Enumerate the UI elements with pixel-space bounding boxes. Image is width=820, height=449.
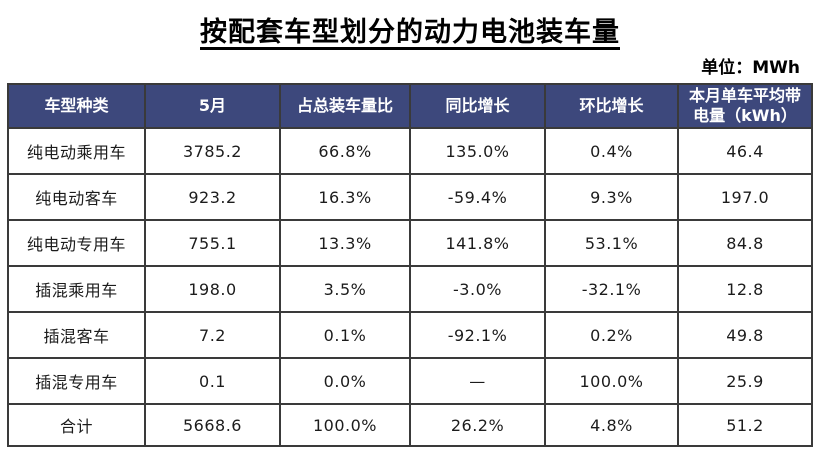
table-cell: -32.1% (544, 265, 679, 313)
row-label: 插混客车 (7, 311, 146, 359)
unit-label: 单位：MWh (701, 58, 800, 78)
table-row: 插混乘用车 198.0 3.5% -3.0% -32.1% 12.8 (7, 265, 813, 313)
table-cell: 9.3% (544, 173, 679, 221)
row-label: 纯电动专用车 (7, 219, 146, 267)
table-cell: 4.8% (544, 403, 679, 447)
table-cell: 0.2% (544, 311, 679, 359)
table-cell: 46.4 (677, 127, 813, 175)
row-label: 插混乘用车 (7, 265, 146, 313)
page-title: 按配套车型划分的动力电池装车量 (0, 10, 820, 49)
column-header-avg-capacity: 本月单车平均带 电量（kWh） (677, 83, 813, 129)
row-label: 合计 (7, 403, 146, 447)
row-label: 纯电动客车 (7, 173, 146, 221)
table-row-total: 合计 5668.6 100.0% 26.2% 4.8% 51.2 (7, 403, 813, 447)
table-cell: 3.5% (279, 265, 411, 313)
table-cell: 13.3% (279, 219, 411, 267)
table-cell: 5668.6 (144, 403, 281, 447)
table-row: 纯电动客车 923.2 16.3% -59.4% 9.3% 197.0 (7, 173, 813, 221)
table-cell: -3.0% (409, 265, 546, 313)
table-cell: 0.4% (544, 127, 679, 175)
table-cell: 66.8% (279, 127, 411, 175)
table-cell: 49.8 (677, 311, 813, 359)
table-cell: 3785.2 (144, 127, 281, 175)
table-cell: 100.0% (279, 403, 411, 447)
column-header-share: 占总装车量比 (279, 83, 411, 129)
table-row: 插混客车 7.2 0.1% -92.1% 0.2% 49.8 (7, 311, 813, 359)
column-header-mom: 环比增长 (544, 83, 679, 129)
table-row: 插混专用车 0.1 0.0% — 100.0% 25.9 (7, 357, 813, 405)
table-cell: 197.0 (677, 173, 813, 221)
table-row: 纯电动乘用车 3785.2 66.8% 135.0% 0.4% 46.4 (7, 127, 813, 175)
column-header-vehicle-type: 车型种类 (7, 83, 146, 129)
table-cell: — (409, 357, 546, 405)
table-cell: 84.8 (677, 219, 813, 267)
table-cell: 0.1% (279, 311, 411, 359)
column-header-yoy: 同比增长 (409, 83, 546, 129)
table-header-row: 车型种类 5月 占总装车量比 同比增长 环比增长 本月单车平均带 电量（kWh） (7, 83, 813, 129)
table-cell: 141.8% (409, 219, 546, 267)
page-title-text: 按配套车型划分的动力电池装车量 (200, 17, 620, 48)
table-cell: 0.1 (144, 357, 281, 405)
table-cell: 25.9 (677, 357, 813, 405)
table-cell: 16.3% (279, 173, 411, 221)
row-label: 纯电动乘用车 (7, 127, 146, 175)
table-cell: 923.2 (144, 173, 281, 221)
table-cell: 198.0 (144, 265, 281, 313)
table-cell: 12.8 (677, 265, 813, 313)
table-cell: 26.2% (409, 403, 546, 447)
table-cell: -92.1% (409, 311, 546, 359)
table-cell: 7.2 (144, 311, 281, 359)
table-cell: 100.0% (544, 357, 679, 405)
table-cell: 51.2 (677, 403, 813, 447)
table-cell: 135.0% (409, 127, 546, 175)
battery-install-table: 车型种类 5月 占总装车量比 同比增长 环比增长 本月单车平均带 电量（kWh）… (7, 83, 813, 447)
table-cell: 0.0% (279, 357, 411, 405)
column-header-may: 5月 (144, 83, 281, 129)
table-row: 纯电动专用车 755.1 13.3% 141.8% 53.1% 84.8 (7, 219, 813, 267)
table-cell: 53.1% (544, 219, 679, 267)
row-label: 插混专用车 (7, 357, 146, 405)
table-cell: 755.1 (144, 219, 281, 267)
table-cell: -59.4% (409, 173, 546, 221)
